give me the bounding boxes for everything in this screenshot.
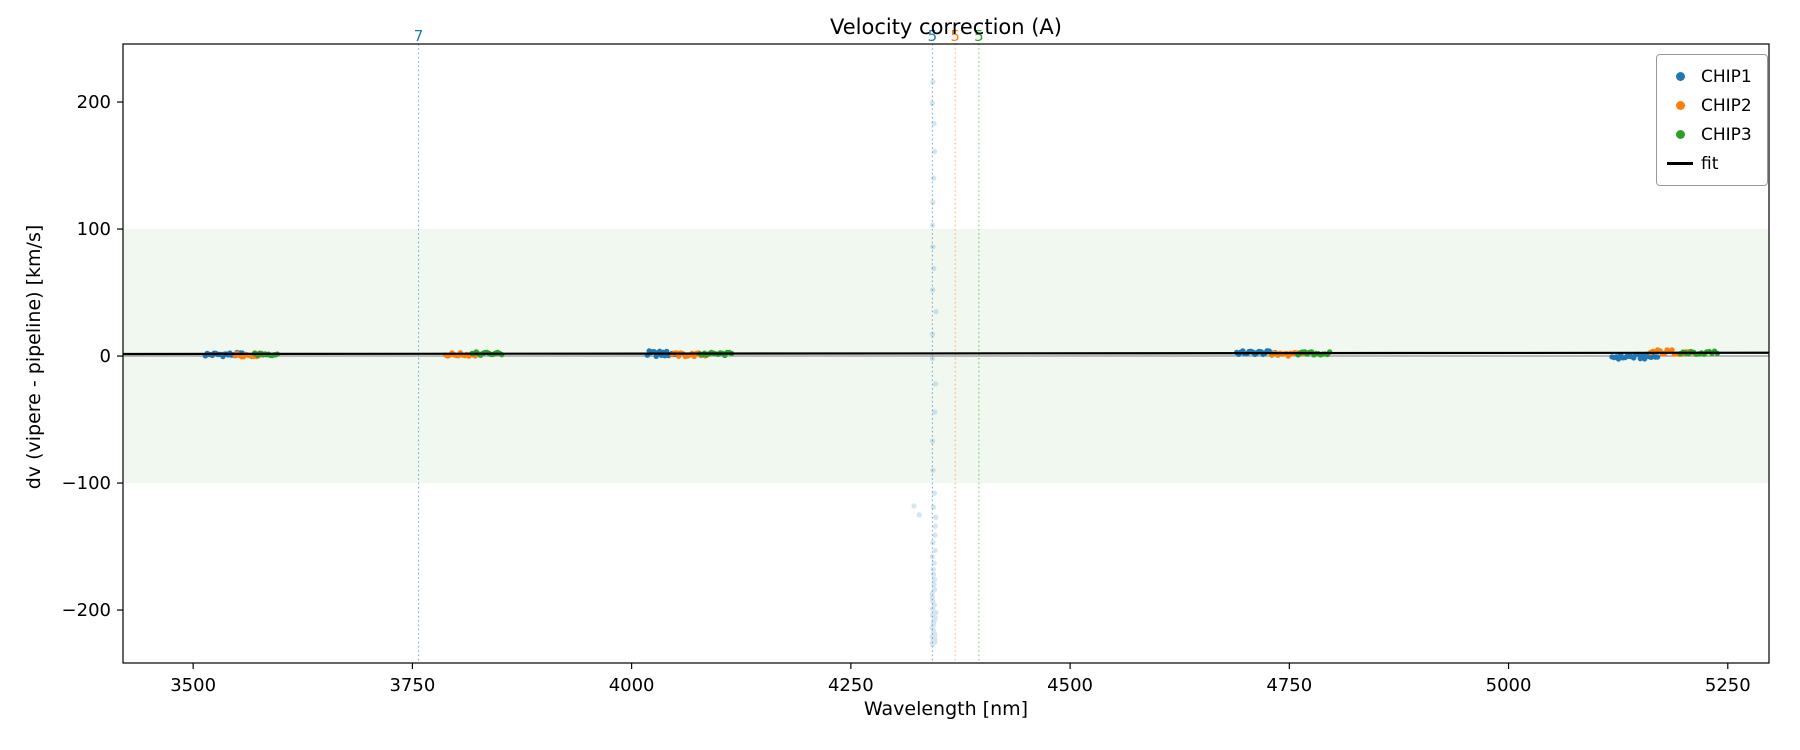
legend-item-chip2: CHIP2 <box>1667 91 1757 120</box>
fit-line-icon <box>1667 162 1693 165</box>
chip3-dot-icon <box>1667 130 1693 139</box>
svg-text:5000: 5000 <box>1486 675 1532 696</box>
svg-text:0: 0 <box>100 346 111 367</box>
x-axis-label: Wavelength [nm] <box>863 698 1029 720</box>
svg-text:3750: 3750 <box>389 675 435 696</box>
x-axis-ticks: 3500 3750 4000 4250 4500 4750 5000 5250 <box>170 663 1751 696</box>
chip1-dot-icon <box>1667 72 1693 81</box>
fit-line <box>122 351 1770 356</box>
legend-label-chip2: CHIP2 <box>1701 95 1752 116</box>
svg-text:−200: −200 <box>62 600 111 621</box>
svg-text:3500: 3500 <box>170 675 216 696</box>
y-axis-label: dv (vipere - pipeline) [km/s] <box>23 224 45 490</box>
plot-border <box>122 43 1770 664</box>
legend-item-chip3: CHIP3 <box>1667 120 1757 149</box>
svg-text:100: 100 <box>77 219 111 240</box>
chart-title: Velocity correction (A) <box>829 15 1062 39</box>
outlier-streak-chip1 <box>911 79 939 647</box>
flagged-order-label: 7 <box>414 27 424 45</box>
flagged-order-label: 5 <box>950 27 960 45</box>
svg-text:200: 200 <box>77 92 111 113</box>
legend-label-fit: fit <box>1701 153 1719 174</box>
legend-item-chip1: CHIP1 <box>1667 62 1757 91</box>
svg-text:4250: 4250 <box>828 675 874 696</box>
legend-label-chip3: CHIP3 <box>1701 124 1752 145</box>
chip2-dot-icon <box>1667 101 1693 110</box>
flagged-order-label: 5 <box>928 27 938 45</box>
svg-text:5250: 5250 <box>1705 675 1751 696</box>
svg-text:4000: 4000 <box>609 675 655 696</box>
svg-text:4500: 4500 <box>1047 675 1093 696</box>
y-axis-ticks: −200 −100 0 100 200 <box>62 92 123 621</box>
legend-item-fit: fit <box>1667 149 1757 178</box>
legend-label-chip1: CHIP1 <box>1701 66 1752 87</box>
svg-text:−100: −100 <box>62 473 111 494</box>
svg-text:4750: 4750 <box>1266 675 1312 696</box>
legend: CHIP1 CHIP2 CHIP3 fit <box>1656 54 1768 186</box>
flagged-order-label: 5 <box>974 27 984 45</box>
